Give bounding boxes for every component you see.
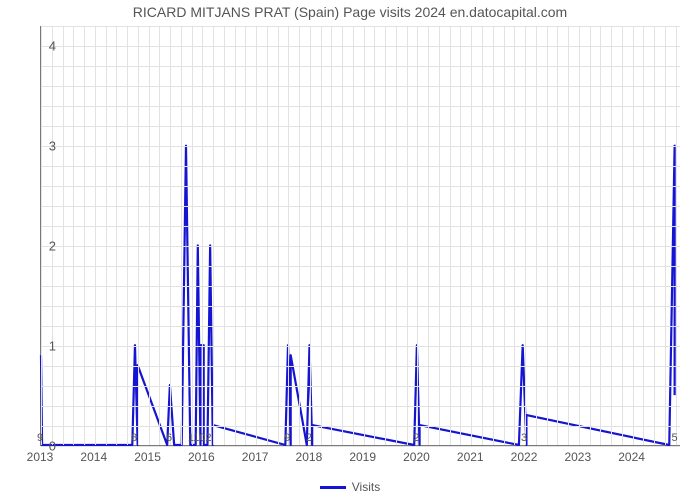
peak-label: 2 bbox=[306, 432, 312, 444]
peak-label: 2 bbox=[413, 432, 419, 444]
vgrid-minor bbox=[181, 26, 182, 445]
x-tick-label: 2018 bbox=[296, 450, 323, 464]
x-tick-label: 2020 bbox=[403, 450, 430, 464]
vgrid-minor bbox=[278, 26, 279, 445]
plot-area bbox=[40, 26, 680, 446]
vgrid-minor bbox=[159, 26, 160, 445]
y-tick-label: 3 bbox=[36, 139, 56, 154]
vgrid-major bbox=[633, 26, 634, 445]
vgrid-major bbox=[579, 26, 580, 445]
vgrid-minor bbox=[342, 26, 343, 445]
vgrid-minor bbox=[374, 26, 375, 445]
vgrid-minor bbox=[450, 26, 451, 445]
y-tick-label: 1 bbox=[36, 339, 56, 354]
vgrid-major bbox=[364, 26, 365, 445]
vgrid-minor bbox=[84, 26, 85, 445]
peak-label: 5 bbox=[672, 432, 678, 444]
hgrid-major bbox=[41, 446, 680, 447]
vgrid-major bbox=[95, 26, 96, 445]
vgrid-minor bbox=[514, 26, 515, 445]
vgrid-minor bbox=[460, 26, 461, 445]
vgrid-minor bbox=[407, 26, 408, 445]
vgrid-minor bbox=[63, 26, 64, 445]
vgrid-minor bbox=[353, 26, 354, 445]
vgrid-minor bbox=[192, 26, 193, 445]
peak-label: 3 bbox=[521, 432, 527, 444]
y-tick-label: 2 bbox=[36, 239, 56, 254]
vgrid-minor bbox=[622, 26, 623, 445]
legend-swatch bbox=[320, 486, 346, 489]
vgrid-minor bbox=[127, 26, 128, 445]
peak-label: 9 bbox=[37, 432, 43, 444]
legend-label: Visits bbox=[352, 480, 380, 494]
vgrid-minor bbox=[568, 26, 569, 445]
peak-label: 9 bbox=[284, 432, 290, 444]
y-tick-label: 4 bbox=[36, 39, 56, 54]
vgrid-minor bbox=[547, 26, 548, 445]
x-tick-label: 2015 bbox=[134, 450, 161, 464]
vgrid-minor bbox=[235, 26, 236, 445]
vgrid-major bbox=[417, 26, 418, 445]
x-tick-label: 2022 bbox=[511, 450, 538, 464]
x-tick-label: 2016 bbox=[188, 450, 215, 464]
vgrid-minor bbox=[676, 26, 677, 445]
vgrid-minor bbox=[600, 26, 601, 445]
peak-label: 6 bbox=[166, 432, 172, 444]
vgrid-major bbox=[471, 26, 472, 445]
vgrid-minor bbox=[482, 26, 483, 445]
visits-chart: RICARD MITJANS PRAT (Spain) Page visits … bbox=[0, 0, 700, 500]
peak-label: 1102 bbox=[188, 432, 212, 444]
vgrid-minor bbox=[213, 26, 214, 445]
vgrid-major bbox=[202, 26, 203, 445]
vgrid-minor bbox=[643, 26, 644, 445]
x-tick-label: 2023 bbox=[564, 450, 591, 464]
vgrid-minor bbox=[299, 26, 300, 445]
vgrid-minor bbox=[557, 26, 558, 445]
x-tick-label: 2021 bbox=[457, 450, 484, 464]
vgrid-minor bbox=[116, 26, 117, 445]
vgrid-minor bbox=[52, 26, 53, 445]
vgrid-major bbox=[310, 26, 311, 445]
vgrid-minor bbox=[170, 26, 171, 445]
vgrid-major bbox=[256, 26, 257, 445]
vgrid-major bbox=[525, 26, 526, 445]
vgrid-minor bbox=[493, 26, 494, 445]
vgrid-minor bbox=[224, 26, 225, 445]
vgrid-minor bbox=[611, 26, 612, 445]
legend: Visits bbox=[0, 480, 700, 494]
vgrid-minor bbox=[536, 26, 537, 445]
vgrid-major bbox=[149, 26, 150, 445]
vgrid-minor bbox=[396, 26, 397, 445]
x-tick-label: 2013 bbox=[27, 450, 54, 464]
peak-label: 8 bbox=[131, 432, 137, 444]
x-tick-label: 2017 bbox=[242, 450, 269, 464]
vgrid-minor bbox=[321, 26, 322, 445]
chart-title: RICARD MITJANS PRAT (Spain) Page visits … bbox=[0, 4, 700, 20]
vgrid-minor bbox=[245, 26, 246, 445]
vgrid-minor bbox=[439, 26, 440, 445]
x-tick-label: 2014 bbox=[80, 450, 107, 464]
vgrid-minor bbox=[331, 26, 332, 445]
vgrid-minor bbox=[288, 26, 289, 445]
vgrid-minor bbox=[106, 26, 107, 445]
vgrid-minor bbox=[665, 26, 666, 445]
vgrid-minor bbox=[73, 26, 74, 445]
vgrid-major bbox=[41, 26, 42, 445]
vgrid-minor bbox=[138, 26, 139, 445]
vgrid-minor bbox=[504, 26, 505, 445]
vgrid-minor bbox=[590, 26, 591, 445]
vgrid-minor bbox=[654, 26, 655, 445]
x-tick-label: 2019 bbox=[349, 450, 376, 464]
vgrid-minor bbox=[428, 26, 429, 445]
vgrid-minor bbox=[385, 26, 386, 445]
x-tick-label: 2024 bbox=[618, 450, 645, 464]
vgrid-minor bbox=[267, 26, 268, 445]
